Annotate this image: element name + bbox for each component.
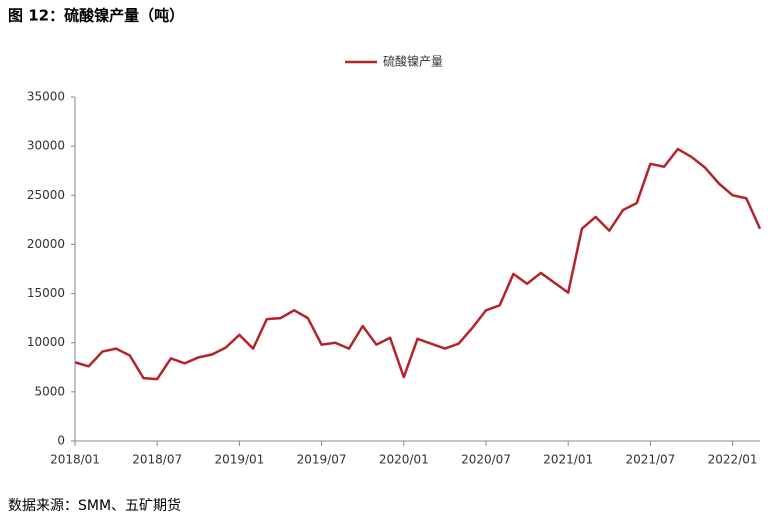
chart-title: 图 12：硫酸镍产量（吨） [8,7,184,25]
y-tick-label: 5000 [34,384,65,398]
x-tick-label: 2019/07 [297,453,347,467]
source-note: 数据来源：SMM、五矿期货 [8,497,181,514]
data-line [74,147,762,381]
x-tick-label: 2018/01 [50,453,100,467]
legend-label: 硫酸镍产量 [383,54,443,69]
x-tick-label: 2018/07 [132,453,182,467]
x-tick-label: 2021/07 [625,453,675,467]
y-tick-label: 0 [57,434,65,448]
y-tick-label: 25000 [27,188,65,202]
y-tick-label: 20000 [27,237,65,251]
x-tick-label: 2019/01 [214,453,264,467]
y-tick-label: 10000 [27,335,65,349]
x-tick-label: 2020/07 [461,453,511,467]
x-tick-label: 2022/01 [708,453,758,467]
x-tick-label: 2020/01 [379,453,429,467]
x-tick-label: 2021/01 [543,453,593,467]
y-tick-label: 35000 [27,90,65,104]
y-tick-label: 30000 [27,139,65,153]
y-tick-label: 15000 [27,286,65,300]
